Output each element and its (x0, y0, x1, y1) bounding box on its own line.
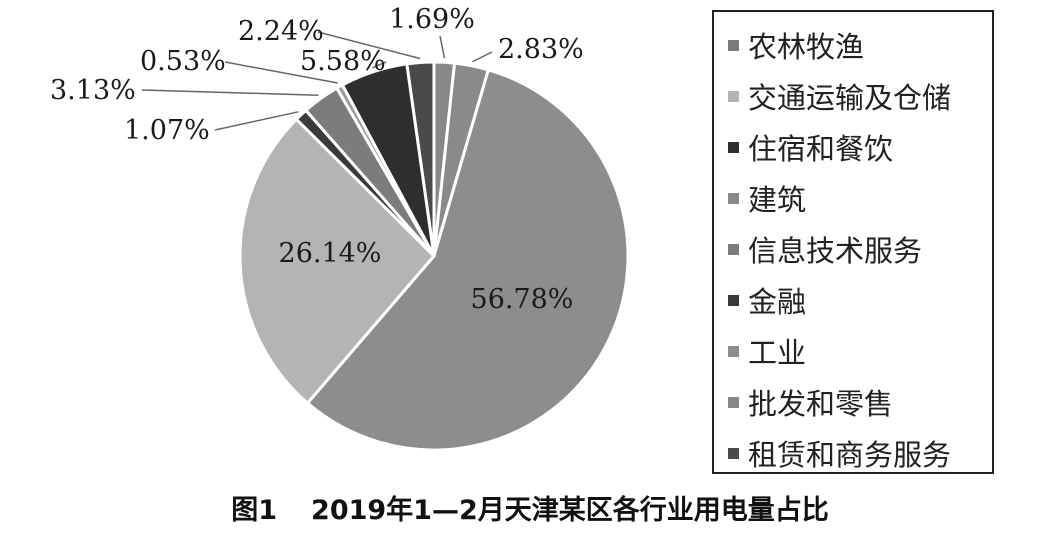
slice-value-label: 2.24% (238, 16, 324, 47)
legend-label: 批发和零售 (748, 387, 894, 421)
legend-item: 租赁和商务服务 (728, 432, 951, 474)
leader-line (439, 35, 446, 59)
legend-label: 交通运输及仓储 (748, 81, 952, 115)
legend-item: 建筑 (728, 177, 806, 219)
figure-caption-text: 2019年1—2月天津某区各行业用电量占比 (311, 495, 829, 526)
legend-label: 金融 (748, 285, 807, 319)
legend-swatch (728, 141, 739, 153)
leader-line (472, 51, 493, 63)
legend-swatch (728, 90, 739, 102)
legend-swatch (728, 294, 739, 306)
pie-slice (305, 67, 630, 452)
legend-label: 工业 (748, 336, 807, 370)
legend-item: 工业 (728, 330, 806, 372)
legend: 农林牧渔 交通运输及仓储 住宿和餐饮 建筑 信息技术服务 金融 工业 批发和零售… (712, 10, 994, 474)
legend-swatch (728, 447, 739, 459)
slice-value-label: 26.14% (279, 238, 382, 269)
slice-value-label: 0.53% (140, 46, 226, 77)
legend-swatch (728, 192, 739, 204)
slice-value-label: 3.13% (50, 75, 136, 106)
slice-labels: 2.24% 1.69% 2.83% 56.78% 26.14% 1.07% 3.13%0.5… (50, 4, 584, 315)
leader-line (214, 111, 299, 131)
legend-label: 建筑 (748, 183, 807, 217)
leader-lines (141, 29, 494, 133)
legend-item: 信息技术服务 (728, 228, 922, 270)
legend-swatch (728, 396, 739, 408)
legend-item: 住宿和餐饮 (728, 126, 893, 168)
legend-label: 租赁和商务服务 (748, 438, 952, 472)
leader-line (224, 61, 338, 84)
leader-line (372, 61, 387, 69)
legend-swatch (728, 39, 739, 51)
leader-line (141, 89, 319, 96)
pie-slice (238, 117, 437, 406)
slice-value-label: 1.07% (124, 115, 210, 146)
legend-label: 住宿和餐饮 (748, 132, 894, 166)
legend-swatch (728, 345, 739, 357)
leader-line (317, 31, 421, 60)
legend-item: 批发和零售 (728, 381, 893, 423)
slice-value-label: 56.78% (471, 284, 574, 315)
slice-value-label: 2.83% (498, 34, 584, 65)
legend-label: 信息技术服务 (748, 234, 923, 268)
legend-item: 金融 (728, 279, 806, 321)
slice-value-label: 1.69% (389, 4, 475, 35)
pie-slices (238, 60, 630, 452)
legend-swatch (728, 243, 739, 255)
legend-label: 农林牧渔 (748, 30, 865, 64)
legend-item: 农林牧渔 (728, 24, 864, 66)
slice-value-label: 5.58% (300, 46, 386, 77)
figure-number: 图1 (231, 495, 278, 526)
legend-item: 交通运输及仓储 (728, 75, 951, 117)
pie-slice (340, 62, 436, 257)
figure-caption: 图1 2019年1—2月天津某区各行业用电量占比 (0, 488, 1060, 527)
